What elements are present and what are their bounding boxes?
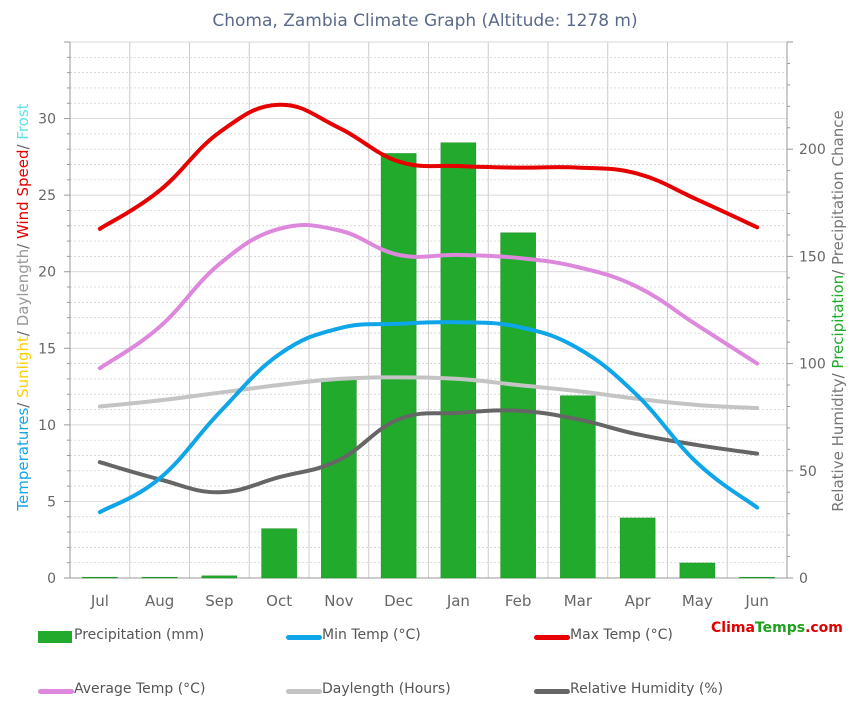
left-axis-label: Temperatures/ Sunlight/ Daylength/ Wind …: [14, 103, 32, 511]
legend-swatch-max-temp: [534, 635, 570, 640]
left-axis-label-part: /: [14, 398, 32, 408]
legend-swatch-avg-temp: [38, 689, 74, 694]
precip-bar-feb: [500, 232, 536, 579]
legend-label-avg-temp: Average Temp (°C): [74, 681, 206, 697]
precip-bar-apr: [619, 517, 656, 579]
brand-part-com: .com: [805, 620, 843, 636]
line-min-temp: [97, 320, 760, 515]
left-tick-label: 20: [38, 265, 56, 281]
legend-label-min-temp: Min Temp (°C): [322, 627, 421, 643]
right-axis-label-part: /: [829, 265, 847, 275]
precip-bar-aug: [141, 576, 178, 579]
tick-labels: 0 5 10 15 20 25 30 0 50 100 150 200 Jul Aug Sep Oct Nov D…: [38, 112, 826, 610]
precip-bar-oct: [261, 528, 297, 579]
x-tick-label: Jul: [90, 592, 109, 610]
right-tick-label: 200: [799, 142, 826, 158]
precip-bar-nov: [321, 378, 357, 579]
legend-label-humidity: Relative Humidity (%): [570, 681, 724, 697]
left-axis-label-part: /: [14, 239, 32, 249]
legend-label-max-temp: Max Temp (°C): [570, 627, 673, 643]
legend-swatch-min-temp: [286, 635, 322, 640]
precip-bar-jul: [82, 576, 118, 579]
chart-title: Choma, Zambia Climate Graph (Altitude: 1…: [212, 11, 637, 31]
left-tick-label: 30: [38, 112, 56, 128]
x-tick-label: Dec: [384, 592, 413, 610]
right-axis-label-part: Precipitation: [829, 275, 847, 369]
x-tick-label: Mar: [564, 592, 593, 610]
x-tick-label: Aug: [145, 592, 174, 610]
line-humidity: [97, 408, 760, 495]
brand-part-temps: Temps: [754, 620, 806, 636]
legend-swatch-daylength: [286, 689, 322, 694]
series-lines: [97, 102, 760, 515]
left-tick-label: 10: [38, 418, 56, 434]
left-axis-label-part: Sunlight: [14, 336, 32, 398]
right-tick-label: 150: [799, 249, 826, 265]
grid: [64, 41, 793, 579]
right-tick-label: 50: [799, 464, 817, 480]
line-max-temp: [97, 102, 760, 231]
left-tick-label: 0: [47, 571, 56, 587]
left-tick-label: 25: [38, 188, 56, 204]
left-axis-label-part: Frost: [14, 103, 32, 139]
climatemps-logo[interactable]: ClimaTemps.com: [711, 620, 843, 636]
brand-part-clima: Clima: [711, 620, 755, 636]
x-tick-label: Feb: [505, 592, 532, 610]
precip-bar-may: [679, 562, 716, 579]
x-tick-label: Jun: [744, 592, 768, 610]
left-axis-label-part: /: [14, 326, 32, 336]
line-avg-temp: [97, 222, 760, 371]
right-axis-label: Relative Humidity/ Precipitation/ Precip…: [829, 110, 847, 511]
right-tick-label: 0: [799, 571, 808, 587]
right-tick-label: 100: [799, 357, 826, 373]
left-axis-label-part: Daylength: [14, 249, 32, 326]
precipitation-bars: [82, 142, 775, 579]
left-axis-label-part: Wind Speed: [14, 150, 32, 240]
right-axis-label-part: /: [829, 369, 847, 379]
x-tick-label: May: [682, 592, 713, 610]
legend-swatch-humidity: [534, 689, 570, 694]
legend-swatch-precip: [38, 631, 72, 643]
left-tick-label: 5: [47, 494, 56, 510]
left-tick-label: 15: [38, 341, 56, 357]
right-axis-label-part: Precipitation Chance: [829, 110, 847, 265]
precip-bar-jun: [739, 576, 775, 579]
x-tick-label: Jan: [446, 592, 470, 610]
x-tick-label: Oct: [266, 592, 292, 610]
right-axis-label-part: Relative Humidity: [829, 378, 847, 511]
left-axis-label-part: /: [14, 140, 32, 150]
precip-bar-dec: [380, 153, 417, 579]
legend-label-precip: Precipitation (mm): [74, 627, 205, 643]
precip-bar-sep: [201, 575, 238, 579]
legend-label-daylength: Daylength (Hours): [322, 681, 451, 697]
precip-bar-jan: [440, 142, 477, 579]
x-tick-label: Sep: [205, 592, 233, 610]
x-tick-label: Apr: [625, 592, 652, 610]
precip-bar-mar: [560, 395, 596, 579]
x-tick-label: Nov: [324, 592, 353, 610]
left-axis-label-part: Temperatures: [14, 408, 32, 512]
